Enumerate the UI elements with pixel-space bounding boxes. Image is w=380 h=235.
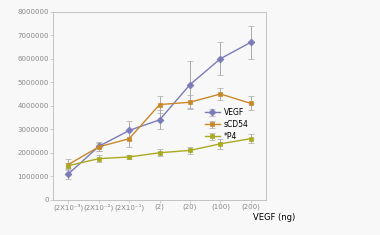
Legend: VEGF, sCD54, *P4: VEGF, sCD54, *P4 (202, 105, 252, 144)
X-axis label: VEGF (ng): VEGF (ng) (253, 213, 296, 222)
